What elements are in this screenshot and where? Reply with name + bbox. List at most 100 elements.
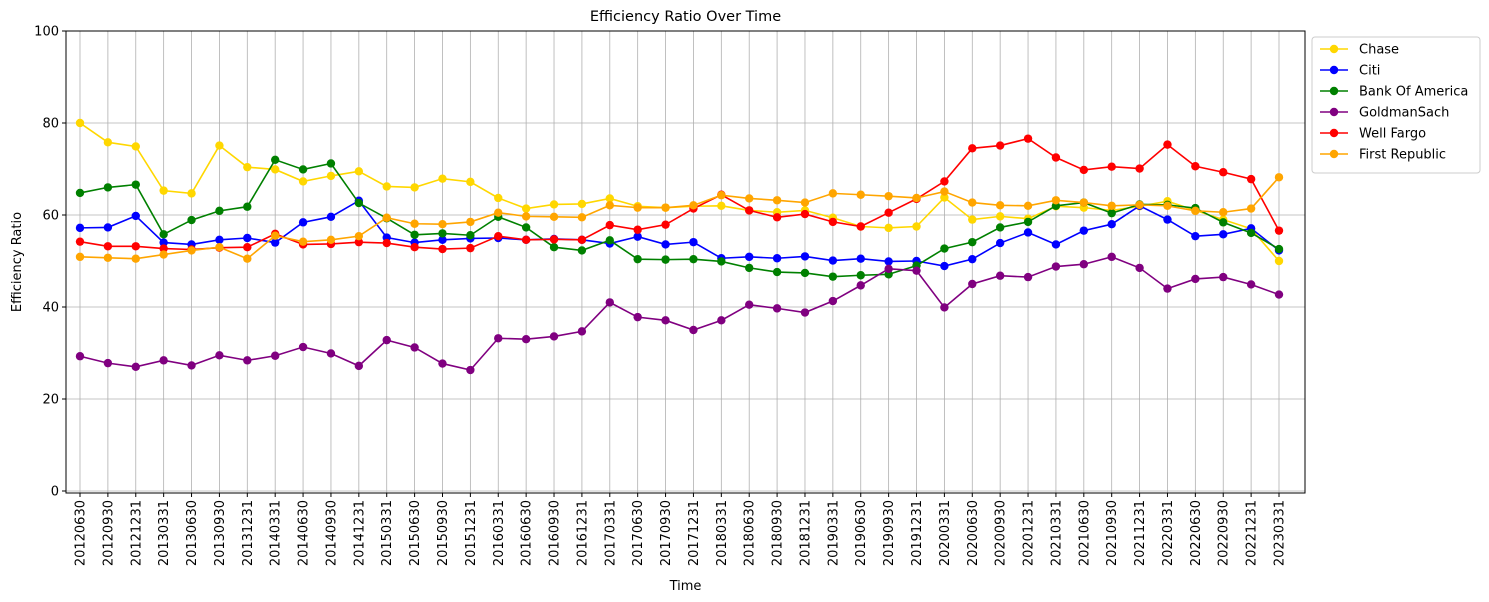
- series-bank-of-america: [75, 155, 1284, 281]
- data-point: [1191, 231, 1200, 241]
- data-point: [103, 358, 113, 368]
- grid: [66, 30, 1305, 493]
- data-point: [1163, 140, 1172, 149]
- data-point: [1023, 217, 1033, 227]
- data-point: [410, 219, 419, 228]
- legend-box: [1311, 36, 1481, 174]
- data-point: [1135, 164, 1144, 173]
- x-tick-label: 20160930: [548, 500, 563, 566]
- data-point: [354, 237, 364, 247]
- data-point: [270, 231, 280, 240]
- data-point: [1135, 200, 1144, 210]
- data-point: [438, 244, 447, 254]
- x-tick-label: 20130630: [185, 500, 200, 566]
- data-point: [75, 223, 85, 233]
- data-point: [1079, 260, 1089, 269]
- legend-label: Chase: [1359, 43, 1399, 58]
- legend-marker: [1329, 107, 1339, 117]
- data-point: [215, 235, 224, 245]
- x-tick-label: 20200630: [966, 500, 981, 566]
- data-point: [856, 222, 865, 231]
- data-point: [1051, 153, 1061, 162]
- data-point: [605, 236, 614, 245]
- x-tick-label: 20180630: [743, 500, 758, 566]
- y-tick-label: 80: [42, 117, 59, 132]
- data-point: [884, 264, 893, 274]
- data-point: [1274, 173, 1284, 182]
- data-point: [745, 206, 754, 215]
- x-tick-label: 20161231: [575, 500, 590, 566]
- data-point: [549, 212, 559, 222]
- legend-marker: [1329, 44, 1339, 54]
- data-point: [382, 213, 391, 222]
- data-point: [968, 237, 977, 247]
- data-point: [326, 212, 336, 222]
- data-point: [438, 174, 447, 183]
- data-point: [1079, 226, 1089, 235]
- data-point: [577, 199, 587, 209]
- data-point: [159, 230, 168, 239]
- data-point: [187, 215, 196, 225]
- data-point: [1107, 220, 1116, 229]
- data-point: [410, 243, 419, 252]
- data-point: [940, 177, 949, 186]
- data-point: [438, 235, 447, 245]
- x-tick-label: 20201231: [1022, 500, 1037, 566]
- data-point: [689, 254, 698, 264]
- x-tick-label: 20140331: [269, 500, 284, 566]
- data-point: [772, 254, 782, 263]
- data-point: [187, 189, 196, 198]
- y-tick-label: 100: [34, 25, 59, 40]
- data-point: [940, 187, 949, 196]
- data-point: [326, 349, 336, 358]
- data-point: [828, 272, 838, 281]
- data-point: [1051, 240, 1061, 249]
- data-point: [131, 362, 140, 371]
- data-point: [633, 312, 642, 322]
- data-point: [75, 252, 85, 262]
- data-point: [745, 252, 754, 262]
- data-point: [410, 183, 419, 192]
- data-point: [75, 352, 85, 361]
- legend-entry: Bank Of America: [1320, 85, 1468, 100]
- data-point: [912, 222, 921, 231]
- y-tick-label: 60: [42, 209, 59, 224]
- data-point: [187, 246, 196, 255]
- data-point: [995, 223, 1005, 232]
- data-point: [800, 209, 810, 219]
- x-axis-label: Time: [669, 579, 702, 594]
- x-tick-label: 20190630: [854, 500, 869, 566]
- data-point: [800, 198, 810, 207]
- data-point: [494, 193, 503, 203]
- data-point: [103, 138, 113, 147]
- legend-label: GoldmanSach: [1359, 106, 1449, 121]
- data-point: [995, 212, 1005, 221]
- data-point: [298, 177, 308, 186]
- data-point: [884, 208, 893, 217]
- data-point: [215, 243, 224, 252]
- data-point: [549, 243, 559, 252]
- x-tick-label: 20171231: [687, 500, 702, 566]
- data-point: [494, 334, 503, 343]
- legend-label: Well Fargo: [1359, 127, 1426, 142]
- data-point: [1107, 201, 1116, 210]
- data-point: [354, 198, 364, 208]
- data-point: [1107, 252, 1116, 262]
- data-point: [410, 230, 419, 239]
- y-tick-label: 40: [42, 301, 59, 316]
- data-point: [577, 327, 587, 336]
- x-tick-label: 20200930: [994, 500, 1009, 566]
- data-point: [633, 254, 642, 264]
- data-point: [187, 361, 196, 370]
- data-point: [215, 351, 224, 360]
- data-point: [466, 177, 475, 187]
- x-tick-label: 20230331: [1273, 500, 1288, 566]
- series-line: [79, 158, 1280, 278]
- data-point: [270, 165, 280, 174]
- data-point: [745, 263, 754, 273]
- data-point: [940, 244, 949, 253]
- x-tick-label: 20200331: [938, 500, 953, 566]
- x-tick-label: 20181231: [798, 500, 813, 566]
- data-point: [103, 253, 113, 262]
- data-point: [1163, 201, 1172, 210]
